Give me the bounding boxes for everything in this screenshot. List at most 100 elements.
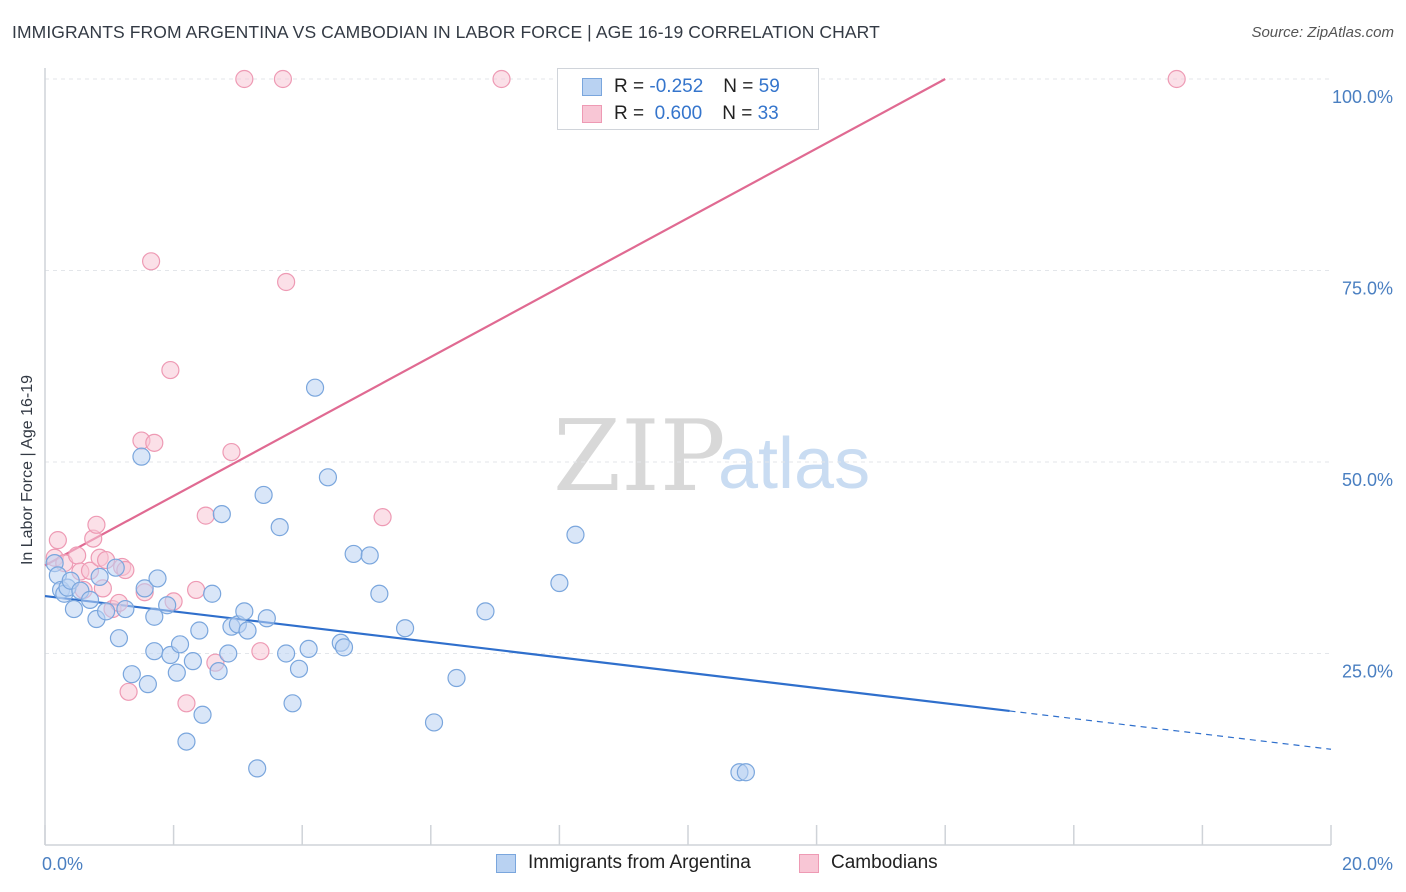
x-tick-label: 20.0% — [1342, 854, 1393, 874]
trend-lines — [44, 78, 1332, 750]
cambodian-point — [187, 580, 206, 600]
cambodian-point — [48, 531, 67, 550]
argentina-point — [90, 567, 109, 587]
argentina-point — [254, 485, 273, 505]
argentina-point — [344, 544, 363, 564]
argentina-point — [212, 504, 231, 524]
argentina-point — [209, 662, 228, 681]
argentina-point — [145, 642, 164, 661]
chart-title: IMMIGRANTS FROM ARGENTINA VS CAMBODIAN I… — [12, 22, 880, 42]
cambodian-point — [145, 433, 164, 452]
argentina-point — [190, 621, 209, 640]
argentina-point — [305, 378, 325, 397]
argentina-point — [289, 659, 309, 678]
legend-row-cambodians: R = 0.600 N = 33 — [582, 102, 779, 126]
cambodian-point — [87, 515, 106, 534]
argentina-swatch — [582, 78, 602, 96]
argentina-trend-extension — [1009, 710, 1332, 750]
cambodian-swatch — [582, 105, 602, 123]
cambodian-legend-swatch — [799, 853, 819, 873]
correlation-legend: R = -0.252 N = 59 R = 0.600 N = 33 — [557, 68, 819, 130]
argentina-point — [138, 675, 157, 694]
argentina-legend-label: Immigrants from Argentina — [528, 852, 751, 873]
y-tick-label: 50.0% — [1342, 470, 1393, 490]
argentina-point — [158, 596, 177, 615]
cambodian-trend-line — [44, 78, 946, 567]
data-points — [45, 69, 1186, 782]
legend-row-argentina: R = -0.252 N = 59 — [582, 75, 780, 99]
source-label: Source: ZipAtlas.com — [1251, 24, 1394, 41]
argentina-point — [64, 599, 84, 619]
argentina-point — [145, 607, 164, 626]
y-tick-label: 75.0% — [1342, 279, 1393, 299]
argentina-legend-swatch — [496, 853, 516, 873]
cambodian-point — [235, 69, 254, 89]
cambodian-point — [161, 360, 180, 380]
argentina-point — [177, 732, 196, 751]
argentina-point — [80, 590, 100, 609]
argentina-point — [299, 639, 318, 659]
cambodian-point — [141, 252, 161, 271]
argentina-point — [183, 652, 202, 671]
argentina-point — [96, 602, 116, 621]
argentina-point — [334, 638, 354, 657]
legend-n-value: 59 — [758, 76, 780, 97]
legend-n-label: N = — [723, 76, 754, 97]
legend-r-value: -0.252 — [649, 76, 704, 97]
legend-n-value: 33 — [757, 103, 779, 124]
cambodian-point — [196, 506, 215, 525]
cambodian-point — [177, 694, 196, 713]
argentina-point — [277, 644, 296, 663]
y-tick-label: 100.0% — [1332, 87, 1393, 107]
legend-r-label: R = — [614, 76, 645, 97]
argentina-point — [318, 468, 338, 487]
y-tick-label: 25.0% — [1342, 662, 1393, 682]
cambodian-point — [68, 546, 87, 565]
cambodian-point — [492, 69, 511, 89]
watermark-atlas: atlas — [718, 424, 870, 504]
argentina-point — [116, 599, 135, 619]
argentina-point — [167, 663, 186, 682]
bottom-legend-cambodians: Cambodians — [799, 852, 938, 874]
argentina-point — [283, 694, 302, 713]
tick-labels: 25.0% 50.0% 75.0% 100.0% 0.0% 20.0% — [42, 87, 1393, 874]
cambodian-point — [1167, 69, 1186, 89]
argentina-point — [135, 579, 154, 598]
axes — [44, 68, 1332, 846]
argentina-point — [106, 558, 125, 577]
cambodian-point — [119, 682, 138, 701]
argentina-point — [566, 525, 585, 544]
argentina-point — [248, 759, 267, 778]
argentina-point — [132, 447, 151, 466]
argentina-point — [109, 629, 129, 648]
bottom-legend-argentina: Immigrants from Argentina — [496, 852, 751, 874]
argentina-point — [424, 713, 444, 732]
argentina-point — [122, 665, 141, 684]
legend-r-value: 0.600 — [654, 103, 703, 124]
cambodian-point — [273, 69, 293, 89]
argentina-point — [736, 763, 755, 782]
argentina-point — [203, 584, 222, 603]
argentina-point — [170, 635, 190, 654]
cambodian-point — [251, 642, 270, 661]
cambodian-point — [277, 272, 296, 292]
argentina-point — [238, 621, 257, 640]
cambodian-point — [373, 508, 392, 527]
argentina-point — [148, 569, 167, 588]
argentina-point — [257, 609, 276, 628]
argentina-point — [235, 602, 254, 621]
argentina-point — [360, 546, 379, 565]
grid — [45, 78, 1331, 654]
argentina-point — [395, 619, 415, 638]
legend-n-label: N = — [722, 103, 753, 124]
argentina-point — [370, 584, 389, 603]
argentina-point — [219, 644, 238, 663]
argentina-point — [476, 602, 495, 621]
argentina-trend-line — [44, 594, 1010, 713]
legend-r-label: R = — [614, 103, 645, 124]
cambodian-legend-label: Cambodians — [831, 852, 938, 873]
argentina-point — [447, 668, 466, 688]
argentina-point — [193, 705, 212, 724]
watermark-zip: ZIP — [553, 400, 726, 514]
